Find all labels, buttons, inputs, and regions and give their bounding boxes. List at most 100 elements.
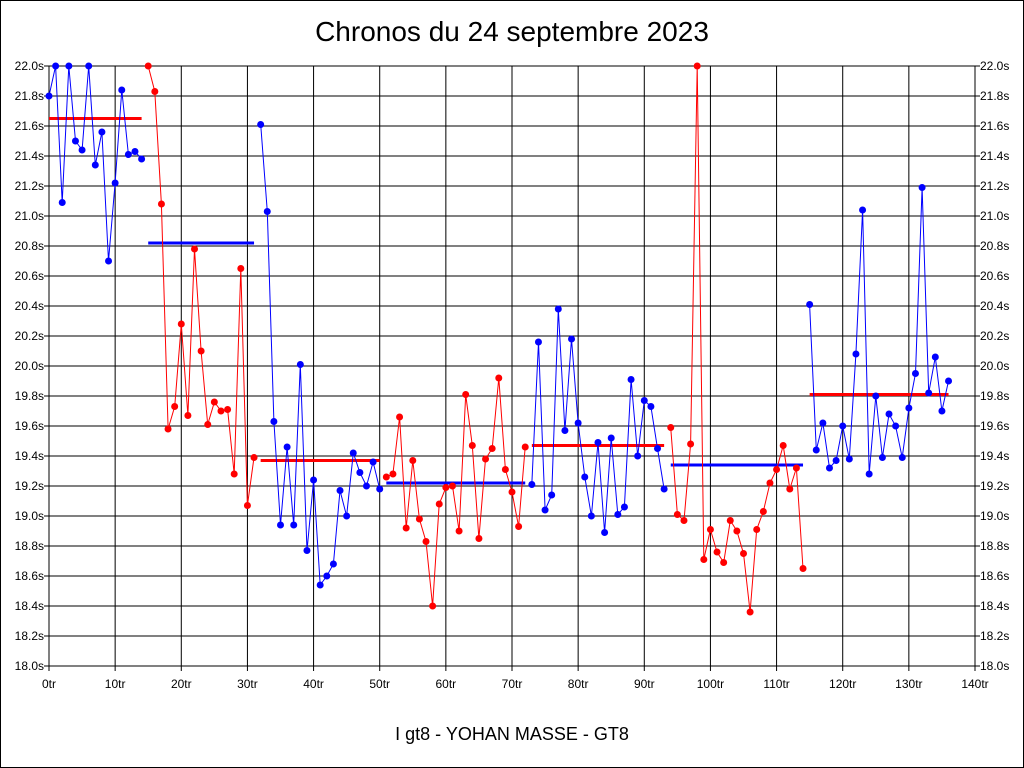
data-point [118, 86, 126, 94]
y-tick-label-right: 20.8s [980, 239, 1009, 253]
data-point [905, 404, 913, 412]
y-tick-label-right: 19.8s [980, 389, 1009, 403]
data-point [468, 442, 476, 449]
y-tick-label-left: 20.8s [15, 239, 44, 253]
data-point [515, 523, 523, 530]
data-point [885, 410, 893, 418]
data-point [290, 521, 298, 529]
data-point [224, 406, 232, 413]
data-point [243, 502, 251, 509]
data-point [217, 407, 225, 415]
data-point [336, 487, 344, 494]
chart-title: Chronos du 24 septembre 2023 [315, 16, 709, 47]
data-point [263, 208, 271, 215]
y-tick-label-left: 20.0s [15, 359, 44, 373]
data-point [356, 469, 364, 476]
data-point [184, 412, 192, 419]
x-tick-label: 30tr [237, 677, 258, 691]
data-point [839, 422, 847, 430]
y-tick-label-right: 18.8s [980, 539, 1009, 553]
data-point [581, 473, 589, 481]
data-point [164, 425, 172, 433]
data-point [601, 529, 609, 536]
data-point [925, 389, 933, 397]
data-point [680, 517, 688, 524]
data-point [501, 466, 509, 473]
data-point [455, 527, 463, 535]
y-tick-label-right: 18.4s [980, 599, 1009, 613]
data-point [640, 397, 648, 404]
data-point [85, 62, 93, 70]
data-point [508, 488, 516, 496]
data-point [660, 485, 668, 493]
data-point [898, 454, 906, 461]
y-tick-label-right: 20.2s [980, 329, 1009, 343]
data-point [343, 512, 351, 520]
data-point [462, 391, 470, 398]
data-point [78, 146, 86, 154]
data-point [819, 419, 827, 427]
data-point [105, 257, 113, 265]
y-tick-label-left: 20.2s [15, 329, 44, 343]
x-tick-label: 110tr [763, 677, 789, 691]
data-point [521, 443, 529, 451]
data-point [98, 128, 106, 136]
y-tick-label-left: 21.0s [15, 209, 44, 223]
data-point [541, 506, 549, 514]
y-tick-label-left: 20.6s [15, 269, 44, 283]
data-point [376, 485, 384, 493]
data-point [65, 62, 73, 70]
data-point [832, 457, 840, 464]
data-point [396, 413, 404, 421]
data-point [210, 398, 218, 406]
data-point [382, 473, 390, 481]
data-point [720, 559, 728, 566]
data-point [878, 454, 886, 461]
y-tick-label-right: 20.6s [980, 269, 1009, 283]
data-point [362, 482, 370, 490]
y-tick-label-right: 18.0s [980, 659, 1009, 673]
x-tick-label: 70tr [502, 677, 523, 691]
data-point [825, 464, 833, 472]
y-tick-label-left: 18.0s [15, 659, 44, 673]
series-line [386, 377, 526, 607]
y-tick-label-left: 20.4s [15, 299, 44, 313]
data-point [865, 470, 873, 478]
data-point [713, 548, 721, 556]
data-point [779, 442, 787, 449]
data-point [634, 452, 642, 460]
data-point [568, 335, 576, 343]
y-tick-label-left: 19.4s [15, 449, 44, 463]
data-point [369, 458, 377, 466]
y-tick-label-left: 19.2s [15, 479, 44, 493]
data-point [647, 403, 655, 410]
data-point [157, 200, 165, 208]
data-point [323, 572, 331, 580]
data-point [614, 511, 622, 518]
data-point [673, 511, 681, 518]
x-tick-label: 80tr [568, 677, 589, 691]
data-point [349, 449, 357, 457]
data-point [144, 62, 152, 70]
chart-caption: I gt8 - YOHAN MASSE - GT8 [395, 724, 629, 744]
data-point [726, 517, 734, 524]
data-point [177, 320, 185, 328]
data-point [171, 403, 179, 410]
data-point [799, 565, 807, 572]
y-tick-label-right: 18.2s [980, 629, 1009, 643]
data-point [548, 491, 556, 499]
data-point [257, 121, 265, 128]
y-tick-label-right: 19.6s [980, 419, 1009, 433]
x-tick-label: 100tr [697, 677, 724, 691]
y-tick-label-left: 18.8s [15, 539, 44, 553]
data-point [303, 547, 311, 554]
data-point [872, 392, 880, 400]
data-point [911, 370, 919, 377]
y-tick-label-left: 18.6s [15, 569, 44, 583]
data-point [191, 245, 199, 253]
y-tick-label-right: 21.2s [980, 179, 1009, 193]
y-tick-label-right: 21.4s [980, 149, 1009, 163]
x-tick-label: 0tr [42, 677, 56, 691]
data-point [534, 338, 542, 346]
